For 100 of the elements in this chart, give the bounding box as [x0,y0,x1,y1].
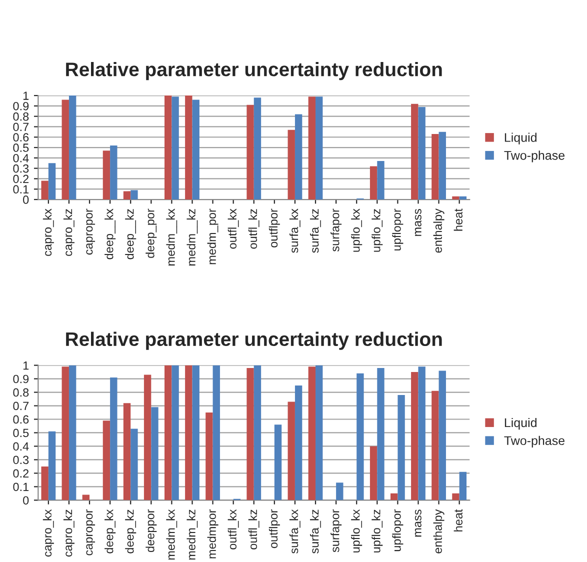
bar [192,100,200,200]
x-tick-label: heat [454,208,462,231]
x-tick-label: capro_kz [63,510,74,557]
bar [377,368,384,500]
x-tick-label: medm__kz [186,209,198,266]
y-tick-label: 0.3 [13,164,29,173]
x-tick-label: capropor [86,509,96,556]
x-tick-label: surfa_kx [289,208,300,253]
bar [411,372,418,500]
x-tick-label: capro_kx [42,208,54,256]
x-tick-label: surfapor [330,208,342,252]
x-tick-label: capropor [86,208,96,255]
y-tick-label: 0.6 [13,133,29,142]
bar [62,366,69,500]
bar [418,366,426,500]
legend-label: Liquid [504,418,536,430]
x-tick-label: capro_kx [42,509,54,557]
y-tick-label: 0.7 [13,402,29,410]
bar [130,428,138,500]
y-tick-label: 0.8 [13,388,29,397]
x-tick-label: surfa_kz [310,510,321,554]
bar [377,161,384,200]
bar [308,366,316,500]
bar [316,96,323,200]
y-tick-label: 0.4 [13,154,29,162]
bar [164,365,172,500]
y-tick-label: 0.2 [13,469,29,478]
y-tick-label: 0.1 [13,185,29,194]
bar [254,98,262,200]
y-tick-label: 0.9 [13,102,29,110]
x-tick-label: outflpor [268,509,280,548]
y-tick-label: 0.6 [13,415,29,424]
x-tick-label: mass [414,208,422,236]
bar [294,386,302,500]
x-tick-label: medm_kz [186,510,198,560]
bar [316,365,323,500]
bar [398,394,405,500]
y-tick-label: 0.5 [13,428,29,438]
x-tick-label: deeppor [146,509,157,552]
bar [123,403,131,500]
bar [308,96,316,200]
bar [370,166,378,200]
bar [274,424,282,500]
bar [294,114,302,200]
x-tick-label: medm_por [207,208,218,264]
legend-label: Liquid [504,132,536,144]
bar [102,420,110,500]
bar [48,163,56,200]
legend-label: Two-phase [504,436,565,448]
bar [336,482,344,500]
y-tick-label: 0 [23,196,29,204]
bar [68,365,76,500]
x-tick-label: outflpor [268,208,280,248]
y-tick-label: 0.2 [13,174,29,184]
x-tick-label: deep_kz [125,510,136,554]
x-tick-label: deep__kz [125,209,136,260]
bar [172,365,179,500]
bar [246,104,254,200]
x-tick-label: upflopor [392,208,404,250]
x-tick-label: mass [414,510,422,537]
bar [41,180,48,200]
bar [370,446,378,500]
x-tick-label: outfl_kz [248,510,260,550]
x-tick-label: surfapor [330,509,342,552]
x-tick-label: deep__kx [104,208,116,260]
bar [432,134,439,200]
x-tick-label: heat [454,509,462,532]
bar [288,130,295,200]
x-tick-label: enthalpy [433,509,444,554]
bar [246,368,254,500]
bar [356,373,364,500]
x-tick-label: outfl_kx [228,208,239,249]
y-tick-label: 0 [23,496,29,505]
bar [110,145,118,200]
y-tick-label: 0.5 [13,144,29,152]
y-tick-label: 0.9 [13,374,29,384]
bar [172,96,179,200]
x-tick-label: surfa_kx [289,509,300,554]
bar [41,466,48,500]
y-tick-label: 0.8 [13,112,29,121]
bar [48,431,56,500]
y-tick-label: 1 [23,361,29,370]
bar [432,390,439,500]
bar [130,190,138,200]
bar [390,493,398,500]
x-tick-label: capro_kz [63,209,74,256]
x-tick-label: deep_kx [104,509,116,554]
bar [452,493,460,500]
bar [418,106,426,200]
bar [459,196,467,200]
bar [206,412,213,500]
x-tick-label: upflo_kz [372,209,383,252]
bar [82,494,90,500]
x-tick-label: medmpor [207,509,218,558]
bar [411,104,418,200]
y-tick-label: 0.3 [13,456,29,464]
x-tick-label: surfa_kz [310,209,321,253]
bar [438,370,446,500]
bar [123,191,131,200]
bar [164,96,172,200]
